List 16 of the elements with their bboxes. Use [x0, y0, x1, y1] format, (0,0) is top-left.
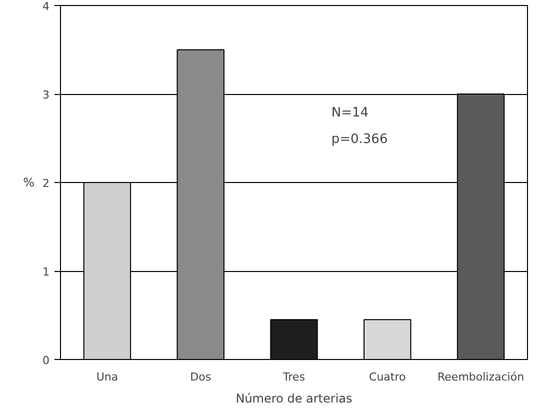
x-tick-label: Dos	[190, 370, 212, 384]
y-tick-label: 2	[42, 177, 50, 190]
bar	[270, 319, 318, 360]
y-tick-label: 3	[42, 88, 50, 102]
y-tick-label: 0	[42, 354, 50, 367]
bar	[364, 319, 412, 360]
y-axis-title: %	[23, 176, 35, 190]
x-tick-label: Una	[96, 370, 118, 384]
y-tick-label: 1	[42, 266, 50, 278]
annotation: p=0.366	[331, 132, 388, 148]
x-tick-label: Cuatro	[369, 370, 406, 384]
annotation: N=14	[331, 106, 369, 121]
x-tick-label: Reembolización	[438, 370, 524, 384]
x-tick-label: Tres	[282, 370, 306, 384]
x-axis-title: Número de arterias	[236, 392, 352, 406]
y-tick-label: 4	[42, 0, 50, 13]
